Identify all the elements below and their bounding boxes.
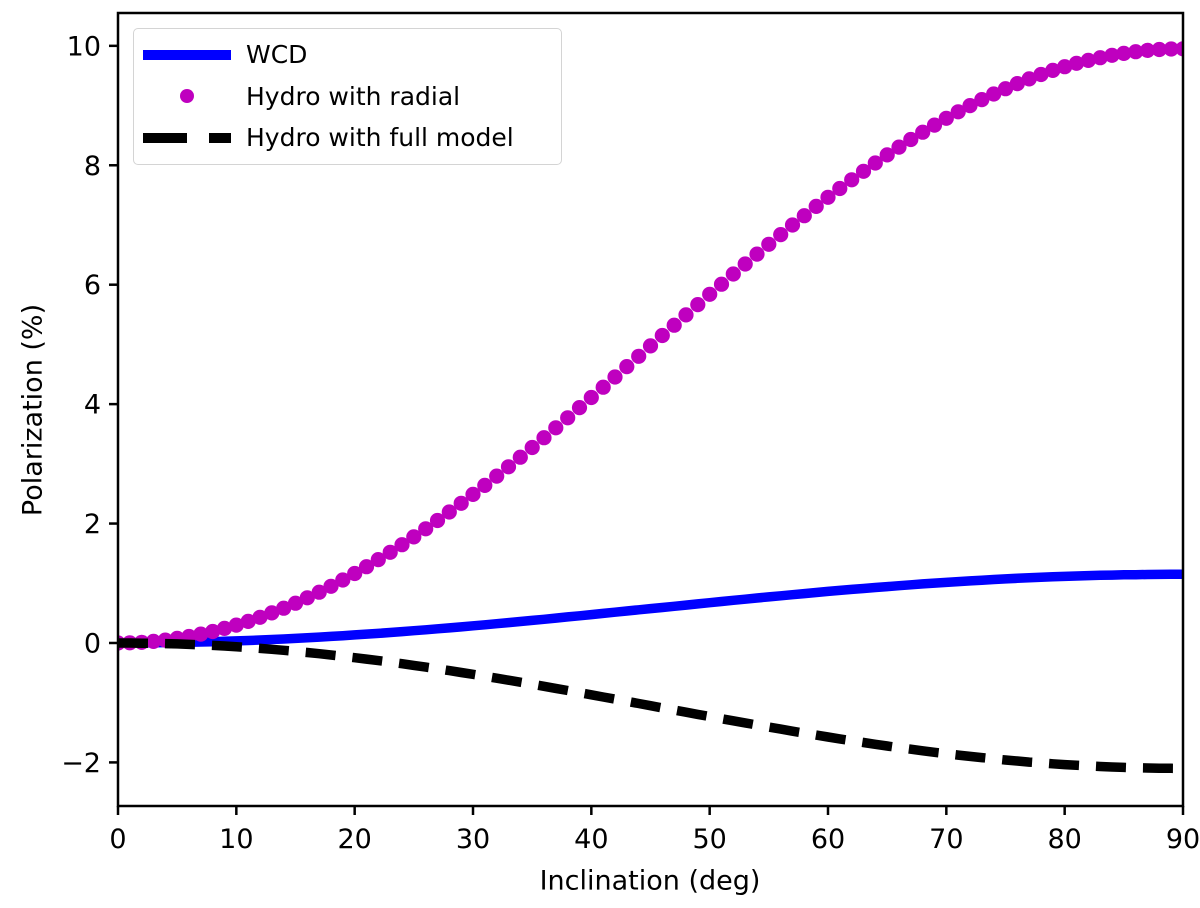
svg-text:2: 2 — [84, 509, 101, 540]
legend-item-hydro-radial: Hydro with radial — [143, 76, 553, 117]
plot-frame — [116, 11, 1185, 808]
x-axis-label: Inclination (deg) — [539, 865, 761, 897]
solid-line-icon — [143, 49, 231, 60]
svg-text:0: 0 — [84, 628, 101, 659]
svg-text:60: 60 — [811, 824, 845, 855]
svg-text:10: 10 — [219, 824, 253, 855]
dot-marker-icon — [180, 89, 194, 104]
legend-label: Hydro with full model — [246, 123, 514, 153]
legend: WCD Hydro with radial Hydro with full mo… — [133, 28, 562, 165]
dashed-line-icon — [143, 133, 187, 144]
y-axis-label: Polarization (%) — [17, 303, 49, 517]
svg-text:30: 30 — [456, 824, 490, 855]
x-axis-ticks: 0 10 20 30 40 50 60 70 80 90 — [109, 806, 1200, 855]
svg-text:50: 50 — [692, 824, 726, 855]
svg-text:70: 70 — [929, 824, 963, 855]
legend-item-wcd: WCD — [143, 34, 553, 75]
dashed-line-icon — [209, 133, 231, 144]
svg-text:90: 90 — [1166, 824, 1200, 855]
legend-item-hydro-full: Hydro with full model — [143, 118, 553, 159]
svg-text:80: 80 — [1047, 824, 1081, 855]
y-axis-ticks: −2 0 2 4 6 8 10 — [61, 31, 118, 779]
series-line-0 — [118, 569, 1183, 648]
svg-text:6: 6 — [84, 270, 101, 301]
legend-label: Hydro with radial — [246, 81, 461, 111]
svg-text:8: 8 — [84, 151, 101, 182]
svg-text:20: 20 — [337, 824, 371, 855]
svg-text:−2: −2 — [61, 748, 101, 779]
legend-label: WCD — [246, 40, 308, 70]
svg-text:40: 40 — [574, 824, 608, 855]
svg-text:0: 0 — [109, 824, 126, 855]
svg-text:4: 4 — [84, 390, 101, 421]
legend-line-sample-dashed — [143, 133, 231, 144]
series-line-2 — [118, 638, 1183, 774]
legend-marker-sample-dot — [143, 89, 231, 104]
svg-text:10: 10 — [67, 31, 101, 62]
legend-line-sample-solid — [143, 49, 231, 60]
